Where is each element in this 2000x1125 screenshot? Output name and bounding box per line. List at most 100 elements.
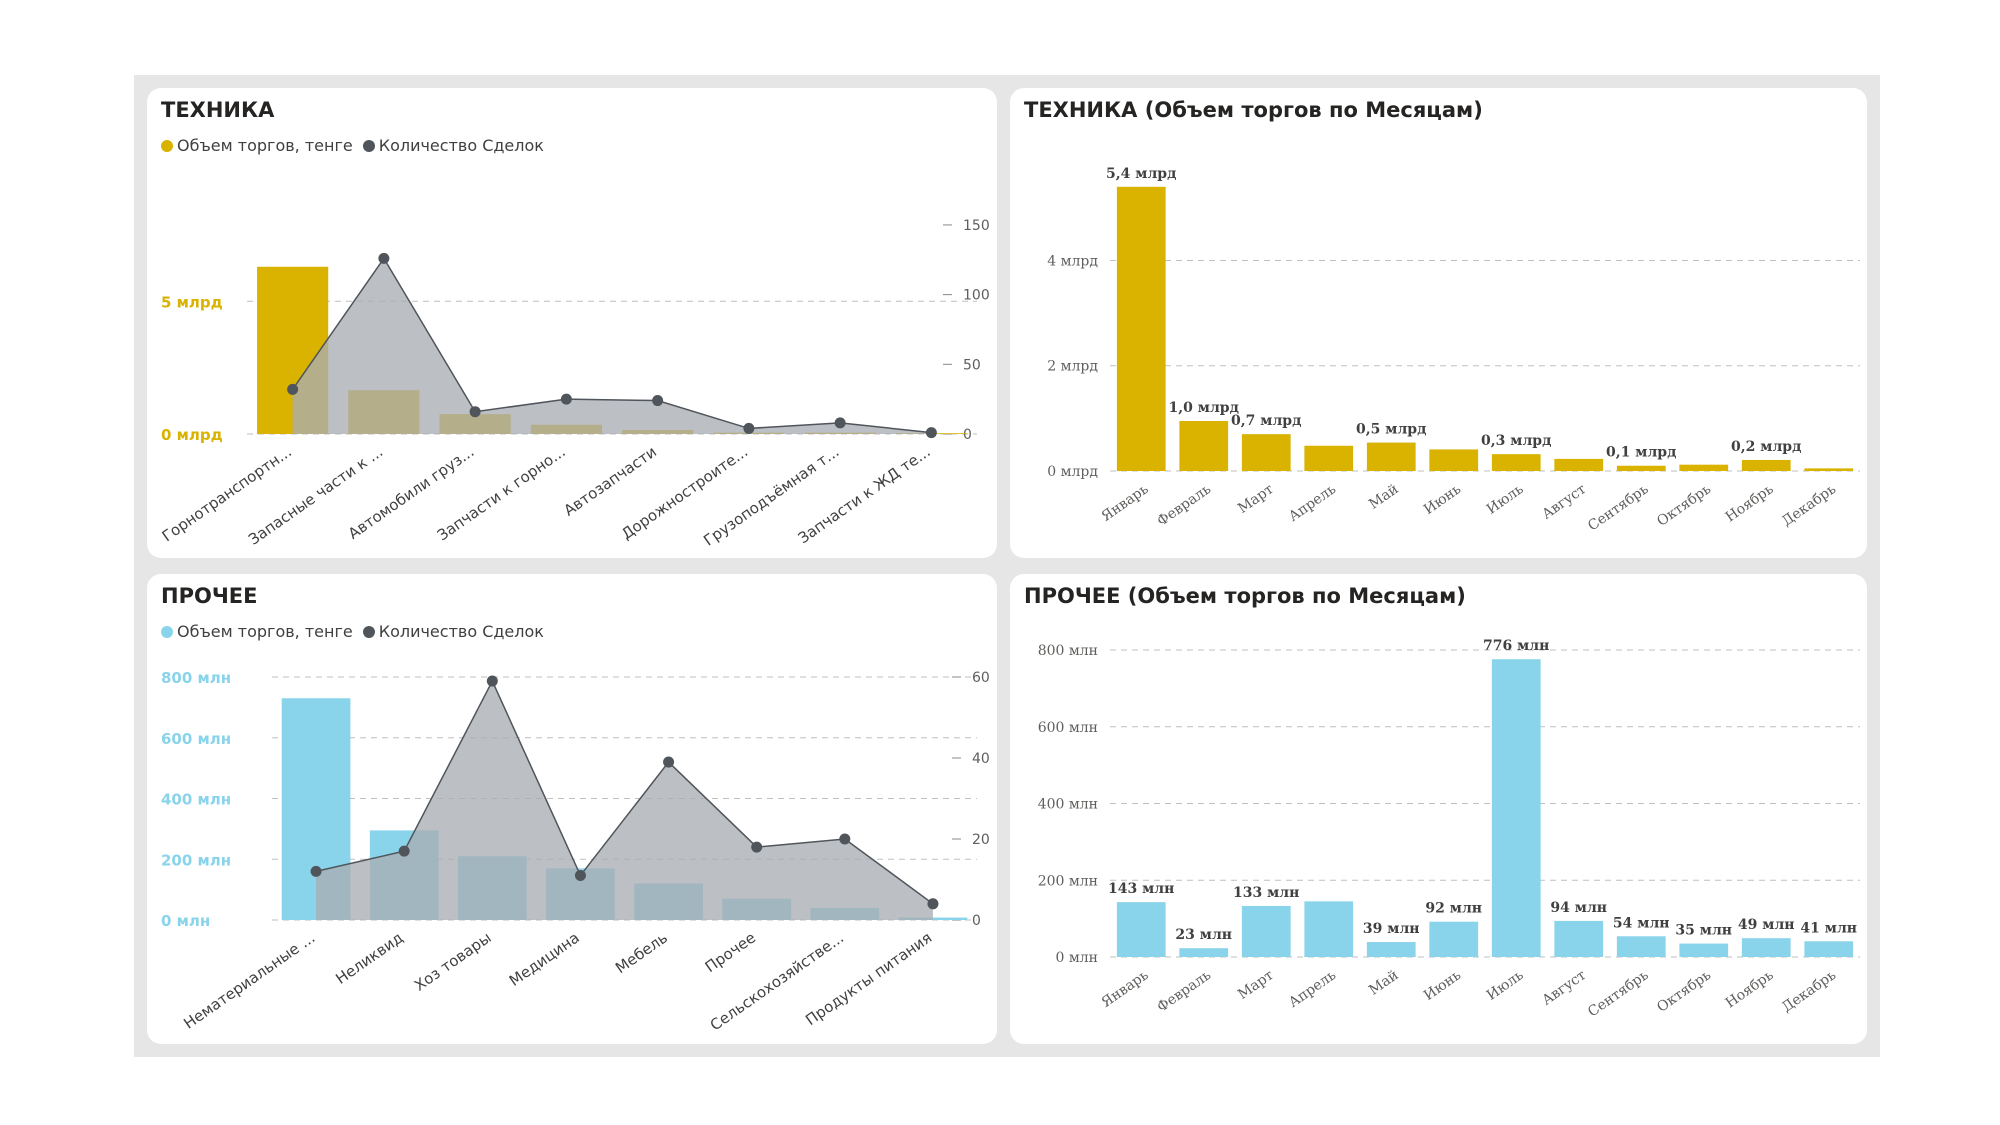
y-tick-label: 400 млн xyxy=(1038,797,1098,813)
x-tick-label: Октябрь xyxy=(1654,967,1714,1016)
other-month-card: ПРОЧЕЕ (Объем торгов по Месяцам) 0 млн 20… xyxy=(1010,574,1867,1044)
bar xyxy=(1741,459,1791,471)
bar xyxy=(1304,445,1354,471)
bar xyxy=(1179,948,1229,957)
y-right-tick-label: 50 xyxy=(963,357,981,373)
legend-volume-label: Объем торгов, тенге xyxy=(177,622,353,641)
x-tick-label: Июль xyxy=(1484,967,1527,1004)
y-tick-label: 2 млрд xyxy=(1047,359,1098,375)
x-tick-label: Август xyxy=(1539,481,1589,523)
y-right-tick-label: 20 xyxy=(972,832,990,848)
x-tick-label: Ноябрь xyxy=(1723,481,1777,526)
data-label: 776 млн xyxy=(1483,638,1549,654)
x-tick-label: Март xyxy=(1235,481,1277,517)
count-line xyxy=(292,257,932,434)
y-right-tick-label: 60 xyxy=(972,670,990,686)
bar xyxy=(1366,942,1416,957)
legend-volume-dot-icon xyxy=(161,625,173,638)
x-tick-label: Мебель xyxy=(612,929,671,978)
bar xyxy=(1179,421,1229,471)
x-tick-label: Июль xyxy=(1484,481,1527,518)
y-tick-label: 800 млн xyxy=(1038,643,1098,659)
y-left-tick-label: 5 млрд xyxy=(161,293,223,311)
count-line xyxy=(315,679,934,905)
y-tick-label: 0 млрд xyxy=(1047,464,1098,480)
x-tick-label: Август xyxy=(1539,967,1589,1009)
y-left-tick-label: 0 млрд xyxy=(161,426,223,444)
count-point xyxy=(663,756,675,768)
bar xyxy=(1554,458,1604,471)
count-point xyxy=(310,865,322,877)
bar xyxy=(1804,941,1854,957)
bar xyxy=(1804,468,1854,471)
legend-count-dot-icon xyxy=(362,139,375,152)
dashboard-frame: ТЕХНИКА Объем торгов, тенге Количество С… xyxy=(134,75,1880,1057)
x-tick-label: Февраль xyxy=(1154,481,1214,530)
other-combo-title: ПРОЧЕЕ xyxy=(161,584,258,608)
x-tick-label: Декабрь xyxy=(1779,967,1839,1016)
data-label: 92 млн xyxy=(1425,901,1482,917)
bar xyxy=(1116,902,1166,957)
legend-volume[interactable]: Объем торгов, тенге xyxy=(161,136,353,155)
x-tick-label: Январь xyxy=(1099,967,1152,1011)
bar xyxy=(1679,943,1729,957)
legend-volume[interactable]: Объем торгов, тенге xyxy=(161,622,353,641)
x-tick-label: Май xyxy=(1366,481,1401,512)
data-label: 133 млн xyxy=(1233,885,1299,901)
y-right-tick-label: 0 xyxy=(972,913,981,929)
legend-count[interactable]: Количество Сделок xyxy=(362,136,544,155)
x-tick-label: Нематериальные ... xyxy=(180,929,318,1033)
count-area xyxy=(292,258,932,434)
legend-count-label: Количество Сделок xyxy=(378,622,544,641)
y-tick-label: 0 млн xyxy=(1056,950,1098,966)
data-label: 0,3 млрд xyxy=(1481,433,1551,449)
data-label: 0,7 млрд xyxy=(1231,413,1301,429)
x-tick-label: Хоз товары xyxy=(411,929,495,995)
x-tick-label: Февраль xyxy=(1154,967,1214,1016)
count-point xyxy=(469,406,481,418)
x-tick-label: Прочее xyxy=(702,929,759,977)
y-left-tick-label: 600 млн xyxy=(161,730,231,748)
tech-combo-legend: Объем торгов, тенге Количество Сделок xyxy=(161,136,544,155)
y-right-tick-label: 150 xyxy=(963,218,990,234)
count-area xyxy=(316,681,933,920)
y-left-tick-label: 800 млн xyxy=(161,669,231,687)
bar xyxy=(1429,449,1479,471)
legend-volume-dot-icon xyxy=(161,139,173,152)
legend-count-label: Количество Сделок xyxy=(378,136,544,155)
data-label: 41 млн xyxy=(1800,920,1857,936)
data-label: 0,5 млрд xyxy=(1356,422,1426,438)
bar xyxy=(1679,464,1729,471)
tech-month-card: ТЕХНИКА (Объем торгов по Месяцам) 0 млрд… xyxy=(1010,88,1867,558)
x-tick-label: Апрель xyxy=(1286,481,1339,525)
x-tick-label: Март xyxy=(1235,967,1277,1003)
data-label: 143 млн xyxy=(1108,881,1174,897)
y-right-tick-label: 40 xyxy=(972,751,990,767)
bar xyxy=(1491,454,1541,471)
x-tick-label: Ноябрь xyxy=(1723,967,1777,1012)
bar xyxy=(1741,938,1791,957)
x-tick-label: Сентябрь xyxy=(1585,481,1652,534)
bar xyxy=(1366,442,1416,471)
count-point xyxy=(927,898,939,910)
count-point xyxy=(560,393,572,405)
legend-count[interactable]: Количество Сделок xyxy=(362,622,544,641)
count-point xyxy=(287,383,299,395)
bar xyxy=(1429,921,1479,957)
x-tick-label: Сентябрь xyxy=(1585,967,1652,1020)
tech-combo-card: ТЕХНИКА Объем торгов, тенге Количество С… xyxy=(147,88,997,558)
tech-month-title: ТЕХНИКА (Объем торгов по Месяцам) xyxy=(1024,98,1483,122)
x-tick-label: Июнь xyxy=(1421,967,1464,1004)
x-tick-label: Автозапчасти xyxy=(560,443,659,520)
bar xyxy=(1241,905,1291,957)
count-point xyxy=(652,395,664,407)
y-right-tick-label: 0 xyxy=(963,427,972,443)
count-point xyxy=(574,869,586,881)
y-right-tick-label: 100 xyxy=(963,288,990,304)
count-point xyxy=(743,422,755,434)
data-label: 39 млн xyxy=(1363,921,1420,937)
count-point xyxy=(751,841,763,853)
x-tick-label: Апрель xyxy=(1286,967,1339,1011)
count-point xyxy=(925,427,937,439)
